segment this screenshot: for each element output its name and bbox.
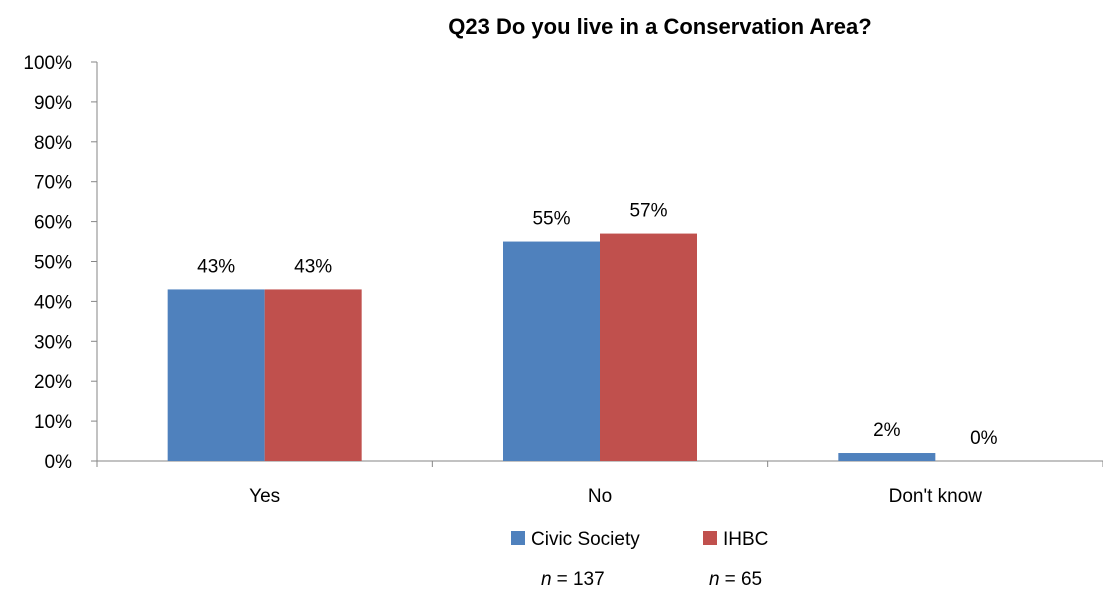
sample-size-civic-society-value: = 137: [557, 569, 605, 589]
category-label-no: No: [588, 486, 612, 507]
bar-civic-society-don-t-know: [838, 453, 936, 461]
bars: [167, 233, 936, 461]
data-label-ihbc-no: 57%: [629, 201, 667, 222]
y-tick-label: 30%: [34, 332, 72, 353]
legend-label-civic-society: Civic Society: [531, 529, 640, 550]
y-tick-label: 10%: [34, 412, 72, 433]
y-tick-label: 50%: [34, 253, 72, 274]
y-tick-label: 80%: [34, 133, 72, 154]
y-tick-label: 60%: [34, 213, 72, 234]
y-tick-label: 0%: [45, 452, 73, 473]
sample-size-ihbc: n = 65: [709, 569, 762, 589]
y-axis-ticks: 0% 10% 20% 30% 40% 50% 60% 70% 80% 90% 100%: [23, 53, 97, 473]
y-tick-label: 90%: [34, 93, 72, 114]
legend-swatch-civic-society: [511, 531, 525, 545]
category-labels: Yes No Don't know: [249, 486, 982, 507]
category-label-yes: Yes: [249, 486, 280, 507]
bar-ihbc-no: [600, 233, 697, 461]
y-tick-label: 100%: [23, 53, 72, 74]
category-label-don-t-know: Don't know: [889, 486, 983, 507]
bar-civic-society-no: [503, 241, 600, 461]
y-tick-label: 40%: [34, 292, 72, 313]
y-tick-label: 70%: [34, 173, 72, 194]
legend-swatch-ihbc: [703, 531, 717, 545]
x-axis-ticks: [96, 461, 1103, 467]
data-label-civic-society-yes: 43%: [197, 256, 235, 277]
y-tick-label: 20%: [34, 372, 72, 393]
data-label-civic-society-don-t-know: 2%: [873, 420, 901, 441]
sample-size-civic-society-symbol: n: [541, 569, 552, 589]
sample-size-ihbc-symbol: n: [709, 569, 720, 589]
sample-size-ihbc-value: = 65: [725, 569, 763, 589]
legend-label-ihbc: IHBC: [723, 529, 768, 550]
sample-sizes: n = 137 n = 65: [541, 569, 762, 590]
chart-title: Q23 Do you live in a Conservation Area?: [448, 14, 871, 39]
legend: Civic Society IHBC: [511, 529, 768, 550]
data-label-ihbc-yes: 43%: [294, 256, 332, 277]
data-labels: 43% 43% 55% 57% 2% 0%: [197, 201, 998, 449]
data-label-civic-society-no: 55%: [532, 209, 570, 230]
bar-civic-society-yes: [167, 289, 265, 461]
sample-size-civic-society: n = 137: [541, 569, 605, 589]
data-label-ihbc-don-t-know: 0%: [970, 428, 998, 449]
bar-ihbc-yes: [264, 289, 362, 461]
